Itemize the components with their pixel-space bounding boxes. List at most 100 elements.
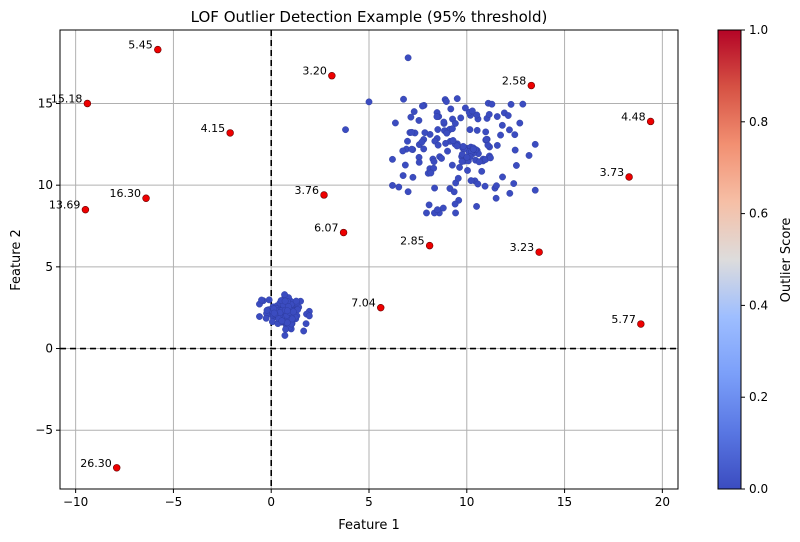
inlier-point [258, 296, 265, 304]
outlier-point [154, 45, 162, 54]
x-tick-label: −10 [63, 495, 88, 509]
inlier-point [420, 145, 428, 153]
inlier-point [281, 291, 288, 299]
inlier-point [305, 312, 313, 320]
outlier-score-label: 4.15 [201, 122, 226, 135]
inlier-point [408, 128, 416, 136]
inlier-point [433, 113, 441, 121]
inlier-point [421, 129, 429, 137]
inlier-point [444, 147, 451, 155]
inlier-point [511, 131, 519, 139]
inlier-point [485, 111, 493, 118]
inlier-point [440, 118, 448, 126]
x-tick-label: 0 [267, 495, 275, 509]
inlier-point [461, 104, 469, 112]
inlier-point [454, 174, 462, 182]
inlier-point [511, 146, 519, 154]
inlier-point [512, 162, 520, 169]
inlier-point [283, 307, 291, 315]
y-axis-ticks: −5 0 5 10 15 [35, 97, 60, 437]
inlier-point [262, 314, 270, 322]
outlier-score-label: 5.77 [611, 313, 636, 326]
inlier-point [442, 98, 450, 105]
x-tick-label: 10 [459, 495, 474, 509]
inlier-point [452, 209, 459, 217]
inlier-point [401, 161, 409, 169]
inlier-point [434, 126, 442, 133]
outlier-point [637, 320, 645, 328]
inlier-point [525, 152, 533, 159]
inlier-point [448, 161, 456, 169]
inlier-point [488, 100, 496, 108]
reference-lines [60, 30, 678, 489]
chart-title: LOF Outlier Detection Example (95% thres… [191, 8, 548, 26]
colorbar-tick-label: 0.2 [749, 390, 768, 404]
inlier-point [447, 105, 455, 113]
inlier-point [531, 140, 539, 148]
inlier-point [300, 327, 308, 335]
inlier-point [425, 201, 433, 209]
x-tick-label: 15 [557, 495, 572, 509]
outlier-score-label: 2.58 [502, 75, 527, 88]
inlier-point [265, 296, 273, 304]
inlier-point [459, 142, 467, 150]
inlier-point [519, 100, 527, 108]
outlier-labels: 5.45 15.18 4.15 16.30 13.69 3.20 2.58 4.48 3.73 3… [49, 39, 646, 470]
inlier-point [281, 297, 289, 305]
inlier-point [466, 126, 474, 134]
inlier-point [493, 141, 501, 149]
inlier-point [415, 117, 423, 124]
inlier-point [499, 173, 506, 181]
inlier-point [263, 306, 271, 314]
inlier-point [463, 153, 471, 161]
inlier-point [497, 131, 504, 139]
inlier-point [256, 313, 263, 320]
inlier-point [365, 98, 373, 106]
x-tick-label: −5 [165, 495, 183, 509]
outlier-score-label: 3.76 [295, 184, 320, 197]
y-axis-label: Feature 2 [9, 229, 24, 291]
outlier-point [377, 303, 385, 312]
inlier-point [498, 121, 506, 129]
outlier-point [527, 81, 536, 90]
outlier-point [646, 117, 655, 126]
colorbar-tick-label: 0.6 [749, 207, 768, 221]
x-tick-label: 5 [365, 495, 373, 509]
inlier-point [456, 163, 463, 171]
inlier-point [504, 112, 512, 119]
inlier-point [434, 206, 441, 214]
outlier-points [81, 45, 655, 472]
inlier-point [431, 184, 438, 192]
inlier-point [487, 154, 494, 162]
inlier-point [270, 309, 278, 317]
inlier-point [423, 209, 430, 217]
inlier-point [531, 186, 539, 194]
inlier-point [516, 119, 524, 127]
outlier-score-label: 3.23 [510, 241, 535, 254]
x-tick-label: 20 [655, 495, 670, 509]
outlier-point [339, 228, 348, 237]
y-tick-label: 15 [38, 97, 53, 111]
inlier-point [492, 194, 500, 202]
outlier-score-label: 3.20 [302, 65, 327, 78]
colorbar-gradient [717, 29, 742, 490]
colorbar: 0.0 0.2 0.4 0.6 0.8 1.0 Outlier Score [717, 23, 794, 496]
outlier-point [320, 191, 328, 199]
inlier-point [468, 107, 476, 115]
inlier-point [482, 128, 490, 136]
inlier-point [418, 138, 426, 146]
colorbar-tick-label: 0.0 [749, 482, 768, 496]
inlier-point [409, 173, 417, 181]
outlier-point [625, 173, 633, 181]
inlier-point [453, 142, 461, 150]
colorbar-tick-label: 0.4 [749, 298, 768, 312]
outlier-score-label: 26.30 [80, 457, 112, 470]
inlier-point [506, 126, 513, 134]
inlier-point [473, 111, 481, 119]
outlier-score-label: 2.85 [400, 235, 425, 248]
inlier-point [415, 158, 423, 166]
inlier-point [389, 182, 396, 189]
inlier-point [470, 145, 477, 153]
inlier-point [493, 113, 501, 120]
